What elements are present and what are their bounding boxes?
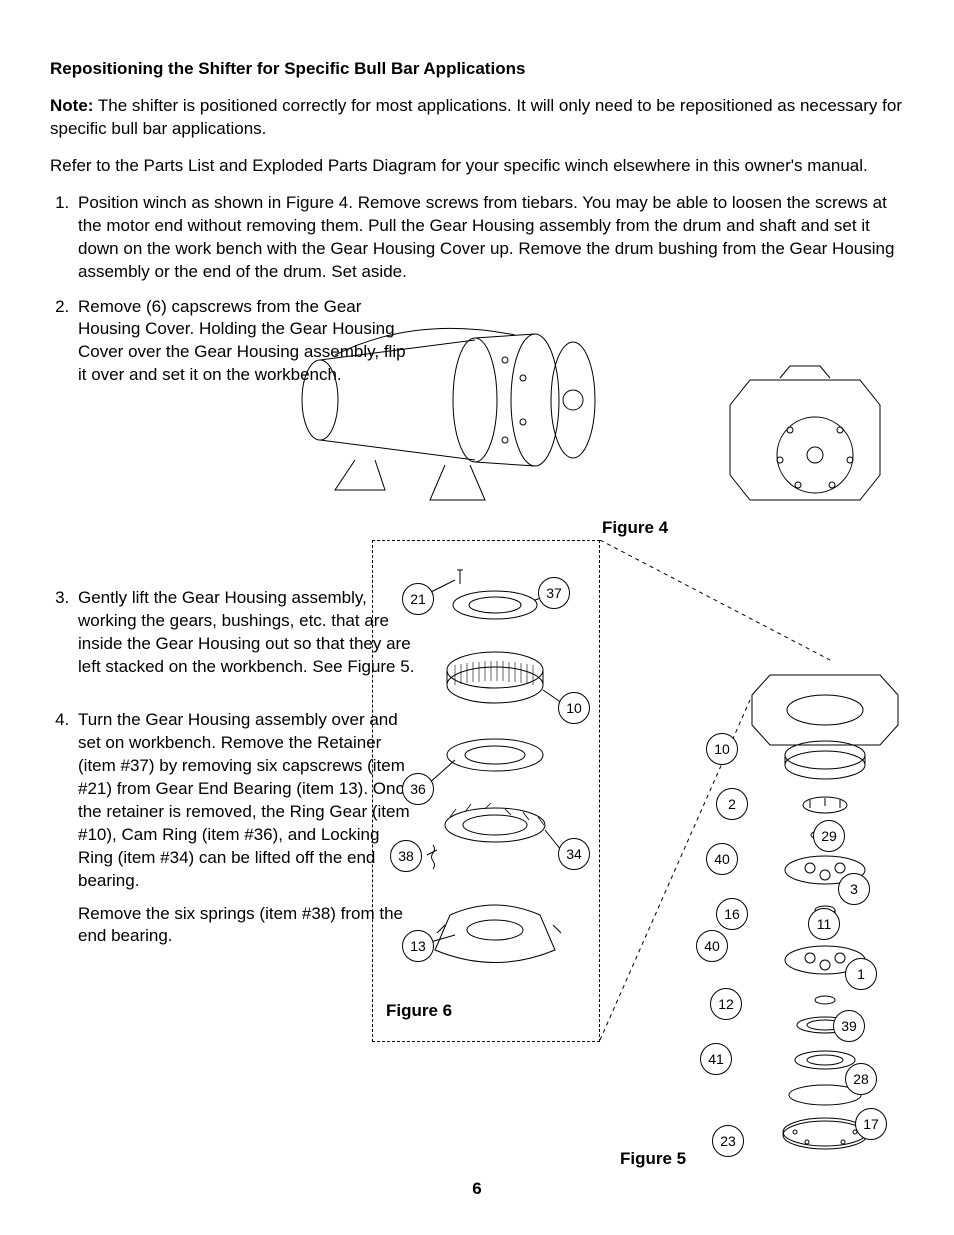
callout-5-1: 1 (845, 958, 877, 990)
callout-13: 13 (402, 930, 434, 962)
step-3-text: Gently lift the Gear Housing assembly, w… (78, 588, 414, 676)
callout-21: 21 (402, 583, 434, 615)
callout-5-39: 39 (833, 1010, 865, 1042)
figure-4-label: Figure 4 (602, 517, 668, 540)
figure-5-label: Figure 5 (620, 1148, 686, 1171)
callout-5-23: 23 (712, 1125, 744, 1157)
callout-5-28: 28 (845, 1063, 877, 1095)
callout-5-17: 17 (855, 1108, 887, 1140)
callout-37: 37 (538, 577, 570, 609)
callout-34: 34 (558, 838, 590, 870)
figure-4-winch (275, 300, 615, 520)
figure-6-label: Figure 6 (386, 1000, 452, 1023)
callout-5-3: 3 (838, 873, 870, 905)
page-number: 6 (0, 1178, 954, 1201)
callout-5-2: 2 (716, 788, 748, 820)
refer-paragraph: Refer to the Parts List and Exploded Par… (50, 155, 904, 178)
callout-5-41: 41 (700, 1043, 732, 1075)
callout-5-16: 16 (716, 898, 748, 930)
callout-5-10: 10 (706, 733, 738, 765)
note-text: The shifter is positioned correctly for … (50, 96, 902, 138)
callout-5-29: 29 (813, 820, 845, 852)
step-1: Position winch as shown in Figure 4. Rem… (74, 192, 904, 284)
step-1-text: Position winch as shown in Figure 4. Rem… (78, 193, 894, 281)
step-4-text: Turn the Gear Housing assembly over and … (78, 710, 413, 890)
callout-36: 36 (402, 773, 434, 805)
callout-5-11: 11 (808, 908, 840, 940)
section-heading: Repositioning the Shifter for Specific B… (50, 58, 904, 81)
callout-38: 38 (390, 840, 422, 872)
note-paragraph: Note: The shifter is positioned correctl… (50, 95, 904, 141)
step-4b-text: Remove the six springs (item #38) from t… (78, 903, 418, 949)
callout-5-40b: 40 (696, 930, 728, 962)
callout-10: 10 (558, 692, 590, 724)
figure-4-housing (720, 360, 890, 520)
note-label: Note: (50, 96, 93, 115)
callout-5-12: 12 (710, 988, 742, 1020)
callout-5-40a: 40 (706, 843, 738, 875)
